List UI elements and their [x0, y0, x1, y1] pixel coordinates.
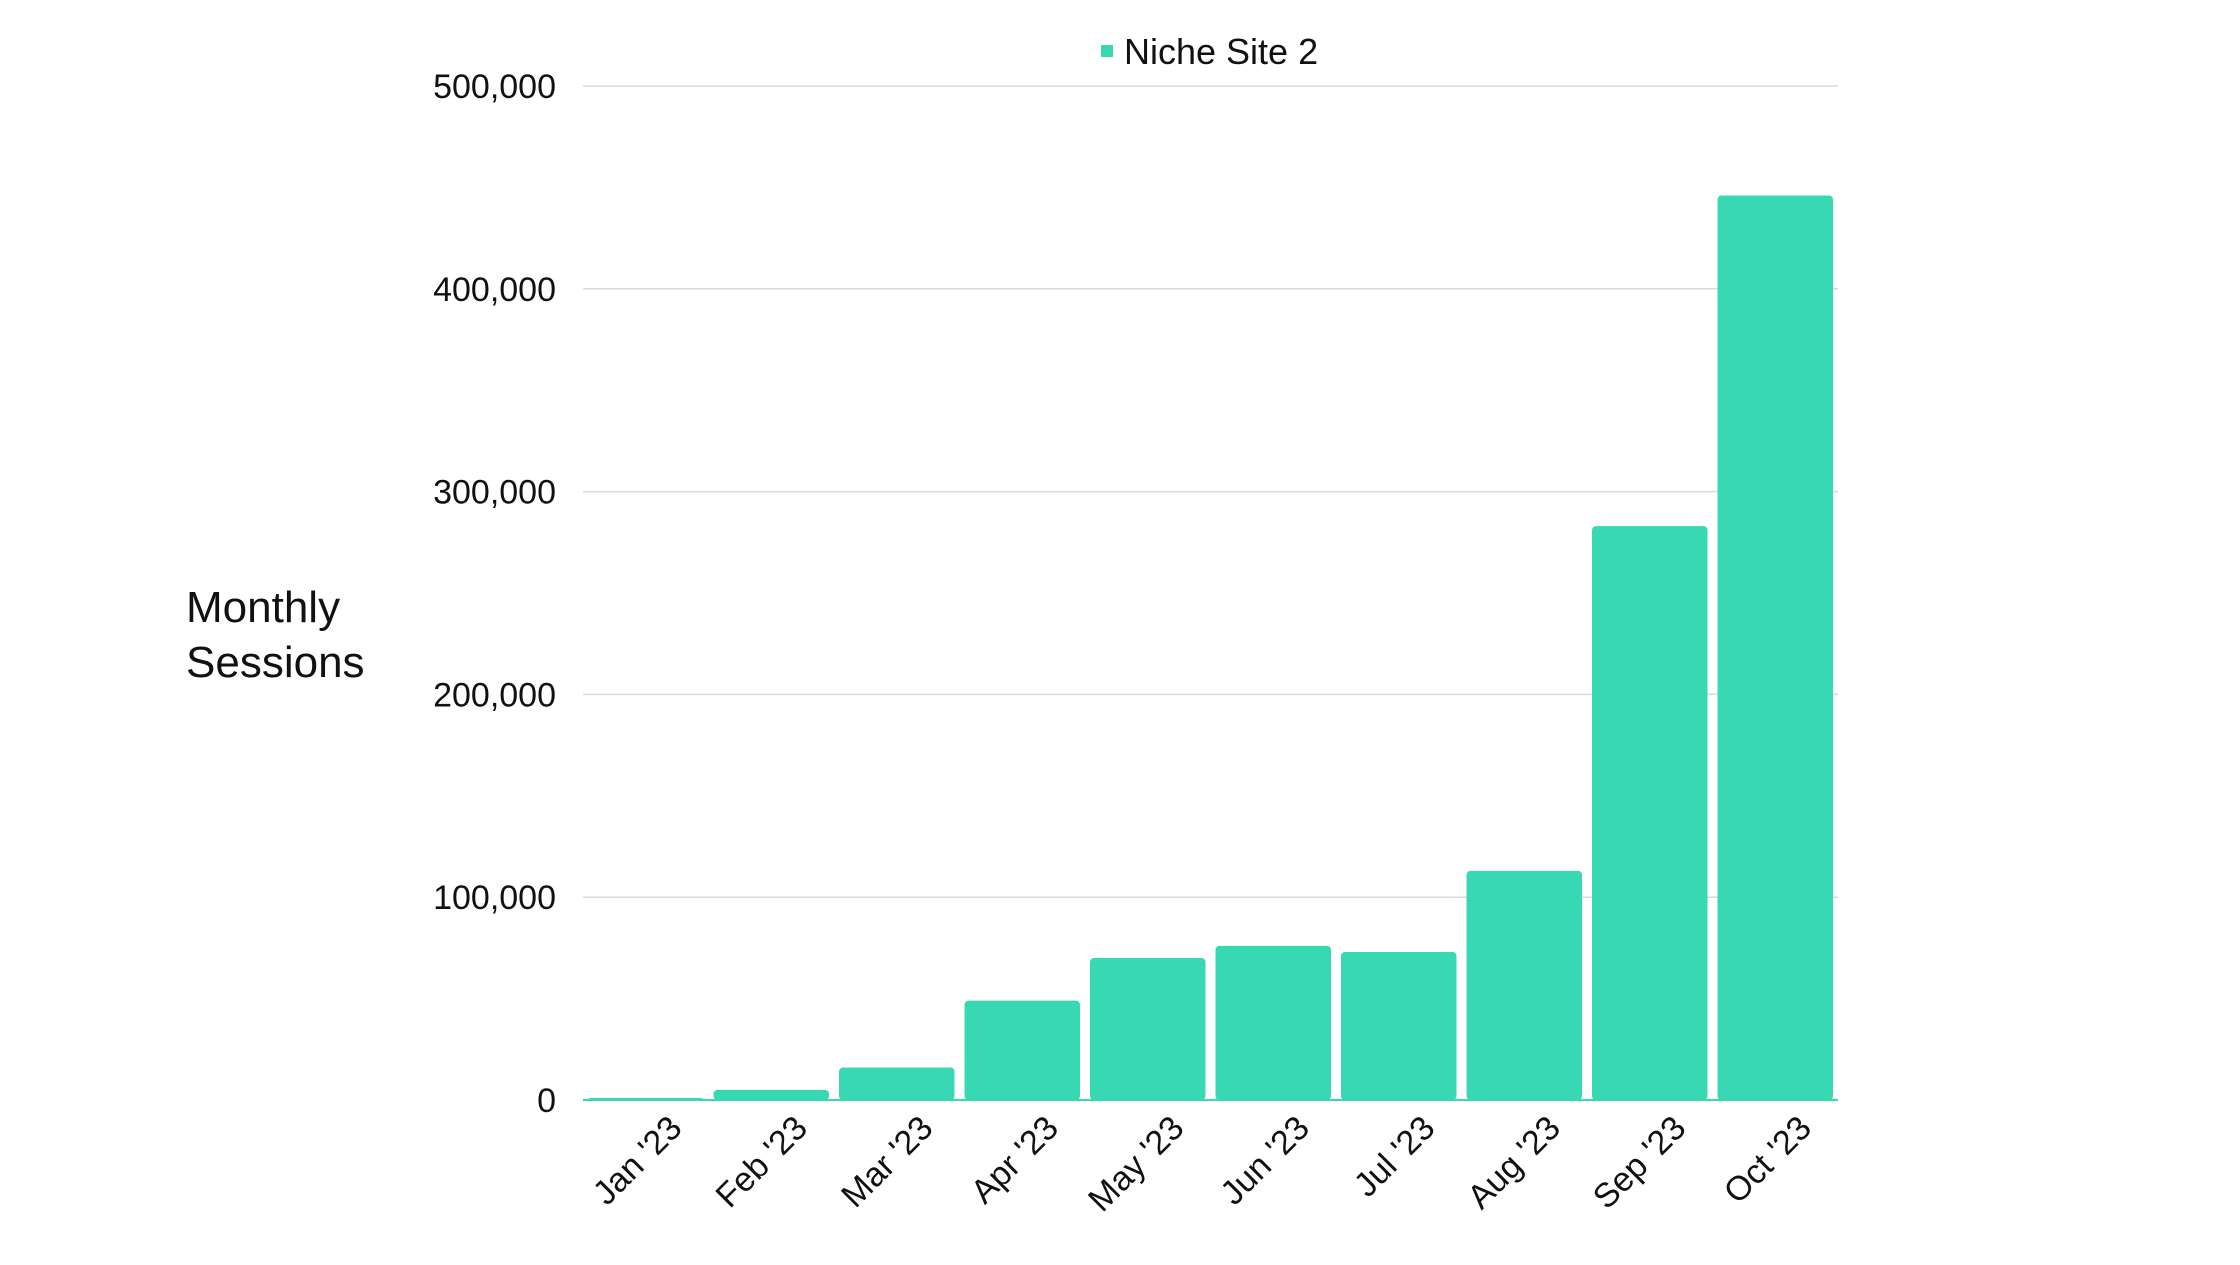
y-tick-label: 200,000 [433, 676, 556, 714]
x-tick-label: Feb '23 [709, 1109, 815, 1215]
bar [964, 1000, 1080, 1100]
y-tick-label: 300,000 [433, 474, 556, 512]
y-axis-title: Monthly Sessions [186, 583, 365, 687]
y-tick-label: 100,000 [433, 879, 556, 917]
bars [583, 195, 1838, 1101]
bar [1090, 958, 1206, 1100]
bar [1717, 195, 1833, 1101]
bar [1341, 951, 1457, 1100]
x-tick-label: Apr '23 [964, 1109, 1066, 1211]
bar [713, 1089, 829, 1100]
x-tick-label: Jun '23 [1213, 1109, 1317, 1213]
bar [1466, 870, 1582, 1100]
y-axis-tick-labels: 0 100,000 200,000 300,000 400,000 500,000 [433, 68, 556, 1120]
legend-swatch [1101, 45, 1113, 57]
y-tick-label: 400,000 [433, 271, 556, 309]
x-tick-label: May '23 [1081, 1109, 1191, 1219]
y-axis-title-line-2: Sessions [186, 638, 365, 687]
x-tick-label: Aug '23 [1460, 1109, 1568, 1217]
bar [1592, 526, 1708, 1100]
x-tick-label: Oct '23 [1717, 1109, 1819, 1211]
legend-label: Niche Site 2 [1124, 31, 1318, 72]
y-axis-title-line-1: Monthly [186, 583, 340, 632]
bar [839, 1067, 955, 1100]
x-tick-label: Jul '23 [1347, 1109, 1443, 1205]
y-tick-label: 500,000 [433, 68, 556, 106]
x-tick-label: Jan '23 [586, 1109, 690, 1213]
x-tick-label: Sep '23 [1586, 1109, 1694, 1217]
y-tick-label: 0 [537, 1082, 556, 1120]
bar [1215, 945, 1331, 1100]
x-axis-tick-labels: Jan '23 Feb '23 Mar '23 Apr '23 May '23 Jun '… [586, 1109, 1819, 1219]
legend: Niche Site 2 [1101, 31, 1318, 72]
x-tick-label: Mar '23 [834, 1109, 940, 1215]
